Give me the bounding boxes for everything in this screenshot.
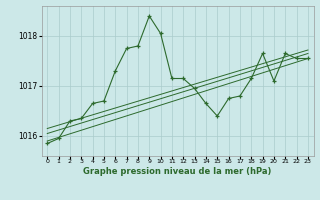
X-axis label: Graphe pression niveau de la mer (hPa): Graphe pression niveau de la mer (hPa) [84,167,272,176]
